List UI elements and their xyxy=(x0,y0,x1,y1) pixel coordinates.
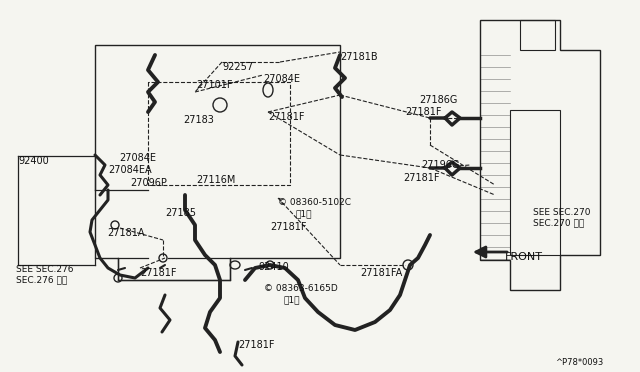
Text: ^P78*0093: ^P78*0093 xyxy=(555,358,604,367)
Text: © 08360-5102C: © 08360-5102C xyxy=(278,198,351,207)
Text: 27196G: 27196G xyxy=(421,160,460,170)
Text: 27181F: 27181F xyxy=(405,107,442,117)
Text: 27101F: 27101F xyxy=(196,80,232,90)
Text: 27096P: 27096P xyxy=(130,178,167,188)
Text: 27181F: 27181F xyxy=(140,268,177,278)
Text: © 08363-6165D: © 08363-6165D xyxy=(264,284,338,293)
Text: 27181F: 27181F xyxy=(270,222,307,232)
Text: SEE SEC.270: SEE SEC.270 xyxy=(533,208,591,217)
Text: 27084EA: 27084EA xyxy=(108,165,152,175)
Text: 27084E: 27084E xyxy=(119,153,156,163)
Text: 27181FA: 27181FA xyxy=(360,268,403,278)
Text: FRONT: FRONT xyxy=(505,252,543,262)
Text: 27186G: 27186G xyxy=(419,95,458,105)
Text: SEE SEC.276: SEE SEC.276 xyxy=(16,265,74,274)
Text: 92400: 92400 xyxy=(18,156,49,166)
Text: 27084E: 27084E xyxy=(263,74,300,84)
Text: 27181A: 27181A xyxy=(107,228,145,238)
Text: （1）: （1） xyxy=(283,295,300,304)
Text: 92257: 92257 xyxy=(222,62,253,72)
Text: 27183: 27183 xyxy=(183,115,214,125)
Text: 27181F: 27181F xyxy=(238,340,275,350)
Text: SEC.276 参照: SEC.276 参照 xyxy=(16,275,67,284)
Text: 27181F: 27181F xyxy=(403,173,440,183)
Text: 27116M: 27116M xyxy=(196,175,236,185)
Text: SEC.270 参照: SEC.270 参照 xyxy=(533,218,584,227)
Text: 27181B: 27181B xyxy=(340,52,378,62)
Text: 27181F: 27181F xyxy=(268,112,305,122)
Text: 92410: 92410 xyxy=(258,262,289,272)
Text: （1）: （1） xyxy=(295,209,312,218)
Text: 27185: 27185 xyxy=(165,208,196,218)
